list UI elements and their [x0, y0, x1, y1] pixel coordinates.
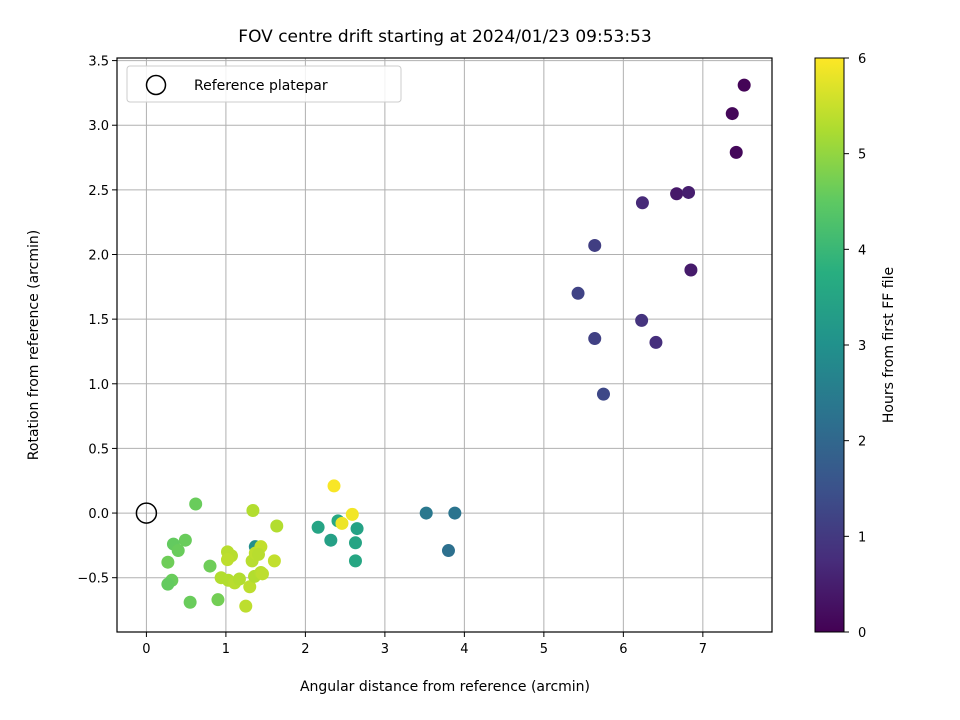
data-point — [255, 567, 269, 581]
data-point — [171, 544, 185, 558]
y-tick-label: 2.0 — [88, 249, 109, 264]
x-tick-label: 1 — [222, 642, 230, 657]
data-points — [161, 78, 751, 613]
y-tick-label: 0.5 — [88, 442, 109, 457]
colorbar-tick-label: 1 — [858, 530, 866, 545]
data-point — [251, 547, 265, 561]
data-point — [345, 507, 359, 521]
legend-box — [126, 65, 402, 103]
x-axis-label: Angular distance from reference (arcmin) — [300, 679, 590, 695]
y-tick-label: 3.5 — [88, 55, 109, 70]
data-point — [267, 554, 281, 568]
x-tick-label: 7 — [699, 642, 707, 657]
x-tick-label: 4 — [460, 642, 468, 657]
data-point — [348, 554, 362, 568]
data-point — [684, 263, 698, 277]
grid — [117, 58, 772, 632]
y-tick-label: 1.0 — [88, 378, 109, 393]
data-point — [324, 533, 338, 547]
y-tick-label: 0.0 — [88, 507, 109, 522]
data-point — [588, 332, 602, 346]
legend-reference-marker — [145, 74, 167, 96]
colorbar-tick-label: 6 — [858, 52, 866, 67]
data-point — [571, 286, 585, 300]
data-point — [448, 506, 462, 520]
y-tick-label: 1.5 — [88, 313, 109, 328]
plot-frame — [116, 57, 773, 633]
colorbar-ticks: 0 1 2 3 4 5 6 — [844, 52, 866, 641]
data-point — [419, 506, 433, 520]
data-point — [350, 522, 364, 536]
x-axis-ticks: 0 1 2 3 4 5 6 7 — [142, 632, 707, 657]
x-tick-label: 5 — [540, 642, 548, 657]
data-point — [183, 595, 197, 609]
reference-platepar-marker — [135, 502, 158, 524]
data-point — [161, 577, 175, 591]
data-point — [635, 196, 649, 210]
data-point — [682, 185, 696, 199]
data-point — [348, 536, 362, 550]
colorbar-tick-label: 3 — [858, 339, 866, 354]
colorbar-tick-label: 5 — [858, 148, 866, 163]
x-tick-label: 3 — [381, 642, 389, 657]
colorbar-tick-label: 2 — [858, 435, 866, 450]
colorbar-label: Hours from first FF file — [881, 267, 897, 423]
data-point — [246, 503, 260, 517]
colorbar-gradient — [814, 57, 845, 633]
data-point — [243, 580, 257, 594]
y-tick-label: −0.5 — [77, 572, 109, 587]
data-point — [596, 387, 610, 401]
colorbar-tick-label: 4 — [858, 243, 866, 258]
chart-title: FOV centre drift starting at 2024/01/23 … — [238, 27, 651, 47]
legend: Reference platepar — [126, 65, 402, 103]
data-point — [189, 497, 203, 511]
data-point — [220, 553, 234, 567]
legend-label: Reference platepar — [194, 78, 328, 94]
data-point — [729, 145, 743, 159]
data-point — [725, 107, 739, 121]
y-axis-label: Rotation from reference (arcmin) — [26, 230, 42, 460]
data-point — [232, 572, 246, 586]
data-point — [670, 187, 684, 201]
data-point — [335, 516, 349, 530]
data-point — [311, 520, 325, 534]
y-tick-label: 3.0 — [88, 119, 109, 134]
data-point — [203, 559, 217, 573]
data-point — [635, 313, 649, 327]
colorbar-tick-label: 0 — [858, 626, 866, 641]
data-point — [649, 335, 663, 349]
colorbar: 0 1 2 3 4 5 6 Hours from first FF file — [814, 52, 897, 641]
data-point — [239, 599, 253, 613]
data-point — [211, 593, 225, 607]
data-point — [178, 533, 192, 547]
data-point — [588, 238, 602, 252]
data-point — [441, 544, 455, 558]
y-tick-label: 2.5 — [88, 184, 109, 199]
x-tick-label: 2 — [301, 642, 309, 657]
data-point — [270, 519, 284, 533]
data-point — [737, 78, 751, 92]
x-tick-label: 0 — [142, 642, 150, 657]
reference-marker-layer — [135, 502, 158, 524]
data-point — [161, 555, 175, 569]
x-tick-label: 6 — [619, 642, 627, 657]
data-point — [327, 479, 341, 493]
y-axis-ticks: −0.5 0.0 0.5 1.0 1.5 2.0 2.5 3.0 3.5 — [77, 55, 117, 587]
